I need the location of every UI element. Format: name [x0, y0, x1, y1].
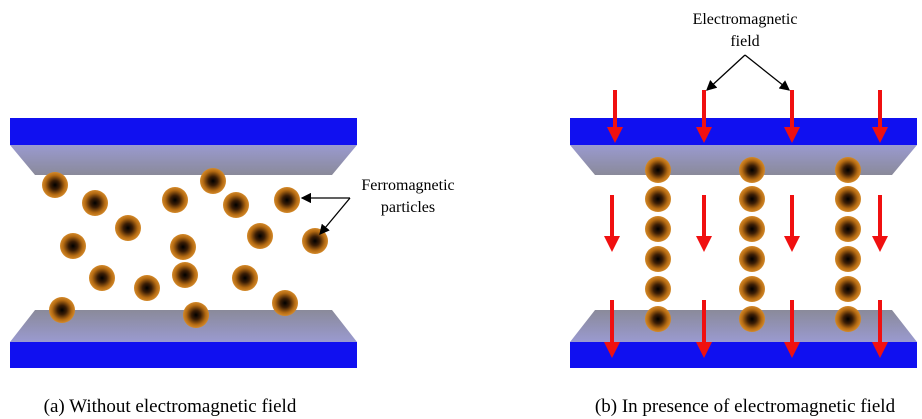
particle — [645, 186, 671, 212]
particle — [302, 228, 328, 254]
bottom-plate — [10, 342, 357, 368]
particle — [739, 306, 765, 332]
annotation-line: Electromagnetic — [693, 11, 798, 28]
particle — [645, 246, 671, 272]
field-arrow-head — [872, 236, 888, 252]
particle — [49, 297, 75, 323]
particle — [645, 216, 671, 242]
particle — [172, 262, 198, 288]
particle — [739, 276, 765, 302]
particle — [645, 157, 671, 183]
diagram: Ferromagnetic particles Electromagnetic … — [0, 0, 922, 419]
particle — [835, 157, 861, 183]
particle — [183, 302, 209, 328]
annotation-line: field — [730, 33, 759, 50]
page: {"panels": [ {"caption": "(a) Without el… — [0, 0, 922, 419]
field-arrow-head — [696, 236, 712, 252]
annotation-line: Ferromagnetic — [361, 177, 454, 194]
particle — [60, 233, 86, 259]
particle — [247, 223, 273, 249]
top-plate-bevel — [10, 145, 357, 175]
bottom-plate — [570, 342, 917, 368]
caption: (b) In presence of electromagnetic field — [595, 396, 896, 417]
particle — [272, 290, 298, 316]
particle — [42, 172, 68, 198]
field-arrow-head — [784, 236, 800, 252]
particle — [835, 276, 861, 302]
particle — [835, 186, 861, 212]
particle — [739, 216, 765, 242]
pointer — [745, 55, 789, 90]
pointer — [320, 198, 350, 234]
particle — [835, 246, 861, 272]
particle — [739, 157, 765, 183]
particle — [835, 306, 861, 332]
particle — [739, 246, 765, 272]
particle — [115, 215, 141, 241]
particle — [232, 265, 258, 291]
top-plate — [10, 118, 357, 145]
particle — [200, 168, 226, 194]
particle — [162, 187, 188, 213]
plates — [10, 118, 917, 368]
particle — [739, 186, 765, 212]
particle — [645, 306, 671, 332]
field-arrow-head — [604, 236, 620, 252]
top-plate — [570, 118, 917, 145]
particle — [645, 276, 671, 302]
particle — [274, 187, 300, 213]
particle — [170, 234, 196, 260]
annotation-line: particles — [381, 199, 435, 216]
pointer — [707, 55, 745, 90]
particle — [134, 275, 160, 301]
particle — [82, 190, 108, 216]
particle — [89, 265, 115, 291]
particle — [835, 216, 861, 242]
caption: (a) Without electromagnetic field — [44, 396, 297, 417]
particle — [223, 192, 249, 218]
